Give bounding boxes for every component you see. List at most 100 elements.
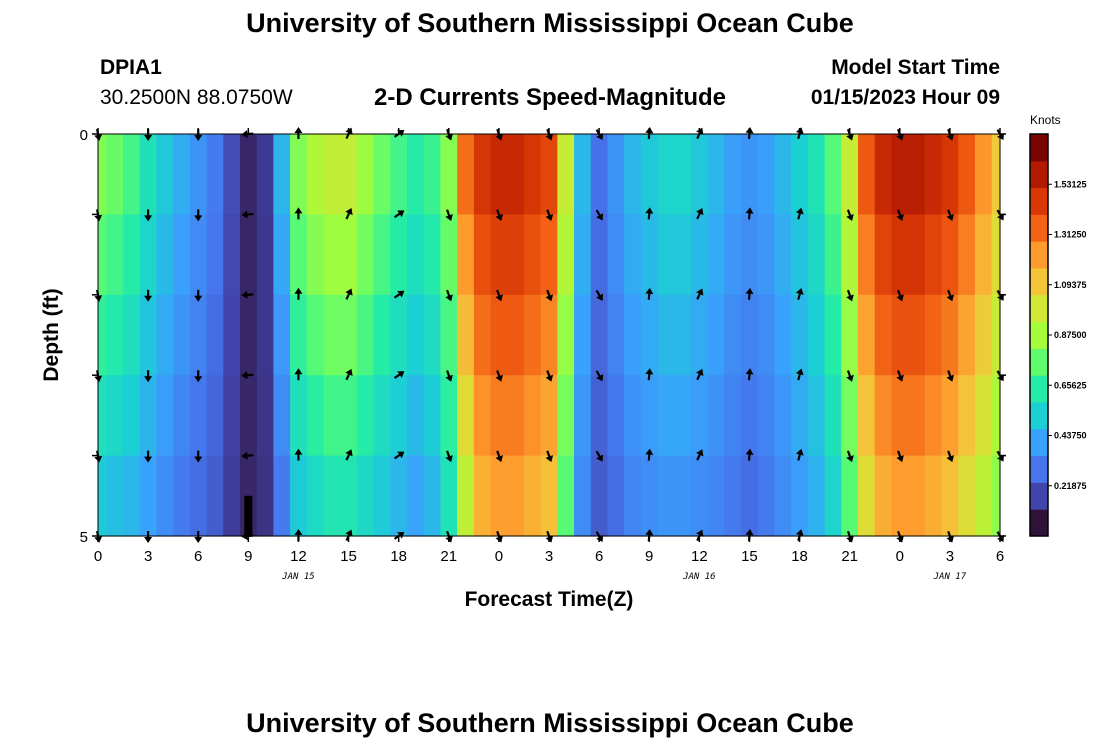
- heatmap-cell: [674, 134, 692, 215]
- heatmap-cell: [340, 214, 358, 296]
- heatmap-cell: [306, 294, 325, 376]
- heatmap-cell: [824, 375, 842, 457]
- x-tick-label: 0: [896, 548, 904, 565]
- heatmap-cell: [624, 375, 642, 457]
- heatmap-cell: [306, 455, 325, 537]
- bottom-marker-layer: [244, 495, 253, 536]
- colorbar-tick-label: 1.31250: [1054, 230, 1087, 240]
- heatmap-cell: [791, 455, 809, 537]
- heatmap-cell: [407, 214, 425, 296]
- colorbar-tick-label: 0.21875: [1054, 481, 1087, 491]
- heatmap-cell: [657, 214, 675, 296]
- current-direction-arrow: [595, 450, 604, 462]
- current-direction-arrow: [445, 289, 453, 302]
- heatmap-cell: [791, 294, 809, 376]
- heatmap-cell: [473, 214, 492, 296]
- heatmap-cell: [707, 455, 725, 537]
- heatmap-cell: [156, 455, 174, 537]
- heatmap-cell: [640, 134, 659, 215]
- heatmap-cell: [139, 455, 158, 537]
- heatmap-cell: [523, 294, 542, 376]
- heatmap-cell: [290, 294, 308, 376]
- x-tick-label: 9: [645, 548, 653, 565]
- heatmap-cell: [874, 214, 893, 296]
- heatmap-cell: [189, 375, 208, 457]
- colorbar-segment: [1030, 268, 1048, 296]
- heatmap-cell: [340, 134, 358, 215]
- heatmap-cell: [223, 214, 241, 296]
- current-direction-arrow: [495, 450, 503, 463]
- heatmap-cell: [640, 375, 659, 457]
- heatmap-cell: [607, 455, 625, 537]
- heatmap-cell: [640, 455, 659, 537]
- heatmap-cell: [590, 134, 609, 215]
- heatmap-cell: [757, 375, 776, 457]
- current-direction-arrow: [745, 448, 754, 461]
- x-tick-label: 9: [244, 548, 252, 565]
- heatmap-cell: [607, 134, 625, 215]
- heatmap-cell: [256, 134, 274, 215]
- heatmap-cell: [874, 455, 893, 537]
- heatmap-cell: [690, 294, 709, 376]
- heatmap-cell: [507, 134, 525, 215]
- heatmap-cell: [774, 455, 792, 537]
- date-label: JAN 15: [281, 572, 315, 582]
- heatmap-cell: [624, 455, 642, 537]
- heatmap-cell: [908, 294, 926, 376]
- heatmap-cell: [173, 455, 191, 537]
- heatmap-cell: [523, 375, 542, 457]
- heatmap-cell: [173, 375, 191, 457]
- heatmap-cell: [306, 214, 325, 296]
- footer-title: University of Southern Mississippi Ocean…: [246, 708, 854, 738]
- heatmap-cell: [924, 375, 943, 457]
- heatmap-cell: [540, 455, 558, 537]
- colorbar: 0.21875 0.43750 0.65625 0.87500 1.09375 1.312…: [1029, 133, 1087, 537]
- current-direction-arrow: [495, 209, 503, 221]
- colorbar-segment: [1030, 402, 1048, 430]
- heatmap-cell: [924, 134, 943, 215]
- heatmap-cell: [507, 214, 525, 296]
- x-tick-label: 6: [194, 548, 202, 565]
- heatmap-cell: [423, 134, 442, 215]
- heatmap-cell: [223, 455, 241, 537]
- current-direction-arrow: [345, 449, 353, 461]
- heatmap-cell: [674, 455, 692, 537]
- colorbar-tick-label: 1.09375: [1054, 280, 1087, 290]
- colorbar-segment: [1030, 482, 1048, 510]
- heatmap-cell: [189, 455, 208, 537]
- heatmap-cell: [707, 294, 725, 376]
- heatmap-cell: [958, 214, 976, 296]
- page-title: University of Southern Mississippi Ocean…: [246, 8, 854, 38]
- current-direction-arrow: [846, 370, 854, 382]
- heatmap-cell: [657, 294, 675, 376]
- current-direction-arrow: [795, 448, 804, 461]
- heatmap-cell: [574, 455, 592, 537]
- heatmap-cell: [574, 375, 592, 457]
- heatmap-cell: [407, 134, 425, 215]
- heatmap-cell: [273, 455, 291, 537]
- heatmap-cell: [991, 134, 1001, 215]
- heatmap-cell: [457, 455, 475, 537]
- heatmap-cell: [841, 134, 859, 215]
- heatmap-cell: [958, 294, 976, 376]
- current-direction-arrow: [345, 288, 353, 300]
- heatmap-cell: [239, 294, 258, 376]
- heatmap-cell: [824, 214, 842, 296]
- heatmap-cell: [807, 134, 826, 215]
- current-direction-arrow: [696, 208, 704, 220]
- current-direction-arrow: [696, 368, 704, 381]
- colorbar-segment: [1030, 375, 1048, 403]
- heatmap-cell: [390, 214, 408, 296]
- heatmap-cell: [223, 375, 241, 457]
- current-direction-arrow: [241, 371, 254, 380]
- heatmap-cell: [490, 455, 508, 537]
- heatmap-cell: [590, 375, 609, 457]
- heatmap-cell: [373, 134, 391, 215]
- heatmap-cell: [858, 134, 876, 215]
- heatmap-cell: [106, 134, 124, 215]
- heatmap-cell: [106, 294, 124, 376]
- heatmap-cell: [98, 214, 107, 296]
- heatmap-cell: [824, 455, 842, 537]
- heatmap-cell: [908, 375, 926, 457]
- heatmap-cell: [774, 294, 792, 376]
